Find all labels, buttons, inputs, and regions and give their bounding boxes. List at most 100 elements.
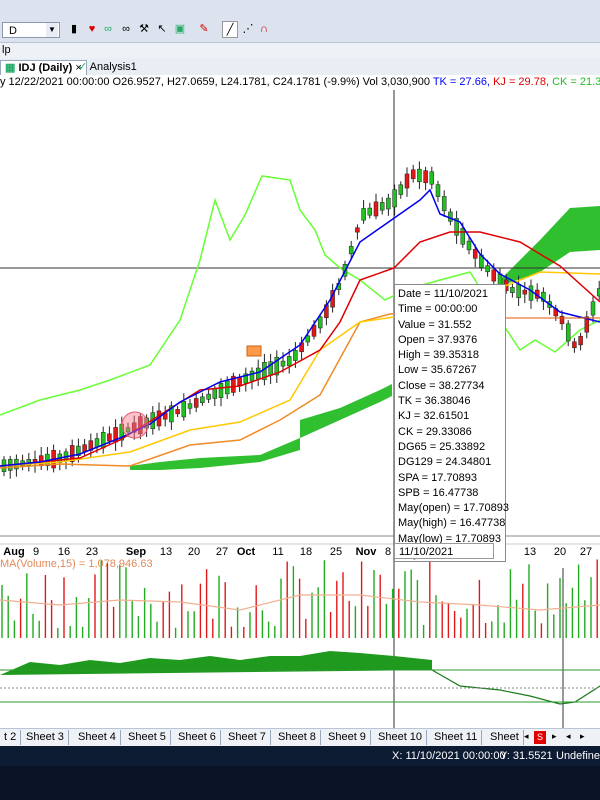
tooltip-row: High = 39.35318 (398, 349, 480, 362)
x-axis-tick-label: 13 (524, 546, 536, 558)
status-bar: X: 11/10/2021 00:00:00 Y: 31.5521 Undefi… (0, 746, 600, 766)
candle (280, 360, 286, 367)
chikou-line (0, 175, 600, 416)
candle (131, 422, 137, 433)
candle (348, 246, 354, 255)
candle (510, 287, 515, 294)
tooltip-row: DG129 = 24.34801 (398, 456, 492, 469)
heart-icon[interactable]: ♥ (88, 23, 96, 35)
sheet-tab[interactable]: Sheet 8 (274, 730, 321, 745)
tooltip-row: Low = 35.67267 (398, 364, 477, 377)
data-tooltip: Date = 11/10/2021 Time = 00:00:00 Value … (394, 284, 509, 562)
symbol-combo[interactable]: D (2, 22, 60, 38)
candle (286, 356, 292, 367)
candle (398, 184, 404, 195)
candle (435, 184, 441, 197)
tab-analysis1[interactable]: ✓ Analysis1 (74, 60, 141, 75)
x-axis-tick-label: 23 (86, 546, 98, 558)
x-axis-tick-label: Aug (3, 546, 24, 558)
pen-icon[interactable]: ✎ (199, 23, 209, 35)
candle (379, 202, 385, 211)
kijun-line (0, 231, 600, 467)
sheet-tab[interactable]: Sheet 5 (124, 730, 171, 745)
stop-icon[interactable]: S (534, 731, 546, 744)
magnet-icon[interactable]: ∩ (260, 23, 268, 35)
x-axis-tick-label: 16 (58, 546, 70, 558)
chevron-down-icon[interactable]: ▼ (46, 23, 58, 37)
line-icon[interactable]: ╱ (222, 21, 238, 38)
binoculars-icon[interactable]: ∞ (122, 23, 130, 35)
chart-area[interactable]: Aug91623Sep132027Oct111825Nov8c132027 (0, 90, 600, 728)
crosshair-date-label: 11/10/2021 (394, 543, 494, 559)
kj-value: KJ = 29.78, (493, 76, 550, 88)
x-axis-tick-label: 8 (385, 546, 391, 558)
sheet-tab[interactable]: Sheet 10 (374, 730, 428, 745)
sheet-tab[interactable]: Sheet 4 (74, 730, 121, 745)
x-axis-tick-label: 27 (580, 546, 592, 558)
volume-ma-label: MA(Volume,15) = 1,078,946.63 (0, 557, 153, 571)
scroll-left-icon[interactable]: ◂ (524, 731, 529, 741)
candle (212, 388, 218, 399)
candlestick-icon[interactable]: ▮ (70, 23, 78, 35)
x-axis-tick-label: Oct (237, 546, 256, 558)
menu-bar[interactable]: lp (0, 43, 600, 58)
scroll-last-icon[interactable]: ▸ (580, 731, 585, 741)
tab-label: IDJ (Daily) (18, 62, 73, 74)
scroll-first-icon[interactable]: ◂ (566, 731, 571, 741)
cursor-icon[interactable]: ↖ (157, 23, 167, 35)
tab-idj-daily[interactable]: ▦ IDJ (Daily) × (0, 60, 87, 76)
line-dashed-icon[interactable]: ⋰ (242, 23, 254, 35)
candle (181, 401, 187, 418)
tab-label: Analysis1 (89, 61, 137, 73)
tooltip-row: Open = 37.9376 (398, 333, 478, 346)
tooltip-row: Date = 11/10/2021 (398, 288, 489, 300)
toolbar (0, 0, 600, 43)
scroll-right-icon[interactable]: ▸ (552, 731, 557, 741)
volume-ma-line (0, 594, 600, 611)
sheet-tab[interactable]: Sheet 7 (224, 730, 271, 745)
x-axis-tick-label: Sep (126, 546, 146, 558)
candle (82, 444, 87, 453)
save-icon[interactable]: ▣ (174, 23, 186, 35)
price-info-bar: y 12/22/2021 00:00:00 O26.9527, H27.0659… (0, 75, 600, 90)
tooltip-row: May(open) = 17.70893 (398, 502, 509, 515)
oscillator-fill (0, 651, 432, 675)
tooltip-row: May(low) = 17.70893 (398, 532, 502, 545)
candle (417, 168, 422, 183)
x-axis-tick-label: 25 (330, 546, 342, 558)
candle (472, 249, 478, 259)
candle (541, 291, 546, 302)
candle (485, 265, 490, 273)
candle (175, 409, 180, 415)
tooltip-row: Close = 38.27734 (398, 379, 485, 392)
candle (404, 173, 410, 189)
candle (590, 301, 596, 316)
candle (355, 227, 360, 233)
sheet-tab[interactable]: Sheet 9 (324, 730, 371, 745)
sheet-tab[interactable]: Sheet 11 (430, 730, 483, 745)
candle (596, 288, 600, 297)
candle (528, 285, 534, 301)
candle (218, 383, 224, 398)
close-icon[interactable]: × (75, 62, 82, 74)
x-axis: Aug91623Sep132027Oct111825Nov8c132027 (3, 546, 592, 558)
candle (94, 438, 100, 448)
sheet-tab[interactable]: Sheet 3 (22, 730, 69, 745)
volume-bars (1, 558, 598, 638)
candle (249, 370, 255, 382)
candle (169, 405, 174, 423)
sheet-tab[interactable]: Sheet (486, 730, 524, 745)
chart-link-icon[interactable]: ∞ (104, 23, 112, 35)
candle (317, 316, 323, 329)
status-x: X: 11/10/2021 00:00:00 (392, 750, 506, 762)
tooltip-row: Time = 00:00:00 (398, 303, 478, 316)
hammer-icon[interactable]: ⚒ (139, 23, 149, 35)
volume-ma-text: MA(Volume,15) = 1,078,946.63 (0, 558, 153, 570)
sheet-tab[interactable]: Sheet 6 (174, 730, 221, 745)
tooltip-row: SPB = 16.47738 (398, 486, 479, 499)
candle (125, 427, 131, 433)
candle (361, 208, 366, 221)
sheet-tab[interactable]: t 2 (0, 730, 22, 745)
status-extra: Undefine (556, 750, 600, 762)
candle (423, 170, 428, 184)
